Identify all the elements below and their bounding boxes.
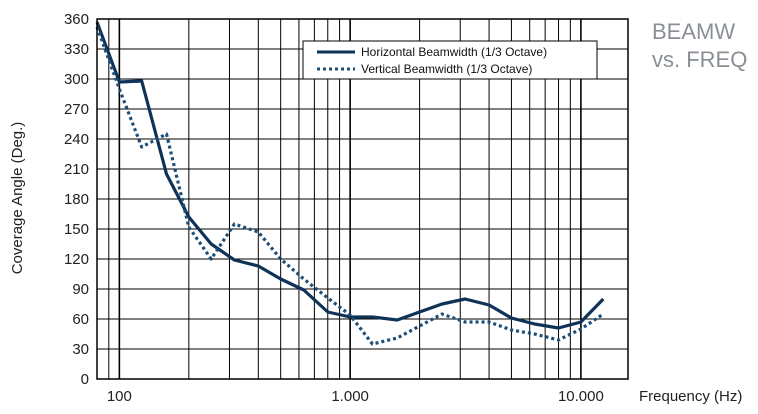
side-title-line-2: vs. FREQ [652,47,748,72]
y-tick-label: 300 [64,71,89,88]
y-tick-label: 90 [72,281,89,298]
chart-side-title: BEAMW vs. FREQ [652,18,747,74]
legend-box [302,40,598,80]
y-tick-label: 180 [64,191,89,208]
y-axis-label: Coverage Angle (Deg.) [9,122,26,275]
series-layer [95,21,605,346]
y-tick-label: 60 [72,311,89,328]
x-tick-labels: 100 1.000 10.000 [107,388,604,405]
y-tick-label: 240 [64,131,89,148]
y-tick-label: 0 [81,371,89,388]
y-tick-label: 120 [64,251,89,268]
legend-label-vertical: Vertical Beamwidth (1/3 Octave) [361,62,532,76]
plot-frame [96,18,629,380]
y-tick-label: 150 [64,221,89,238]
y-tick-labels: 0 30 60 90 120 150 180 210 240 270 300 330 360 [64,11,89,388]
y-tick-label: 330 [64,41,89,58]
legend-label-horizontal: Horizontal Beamwidth (1/3 Octave) [361,45,547,59]
y-tick-label: 270 [64,101,89,118]
y-tick-label: 360 [64,11,89,28]
legend: Horizontal Beamwidth (1/3 Octave) Vertica… [302,40,598,80]
x-tick-label: 1.000 [331,388,369,405]
x-tick-label: 10.000 [558,388,604,405]
y-tick-label: 30 [72,341,89,358]
y-tick-label: 210 [64,161,89,178]
x-axis-label: Frequency (Hz) [639,388,742,405]
x-tick-label: 100 [107,388,132,405]
series-line-horizontal [95,21,605,330]
side-title-line-1: BEAMW [652,19,736,44]
series-line-vertical [95,26,605,346]
